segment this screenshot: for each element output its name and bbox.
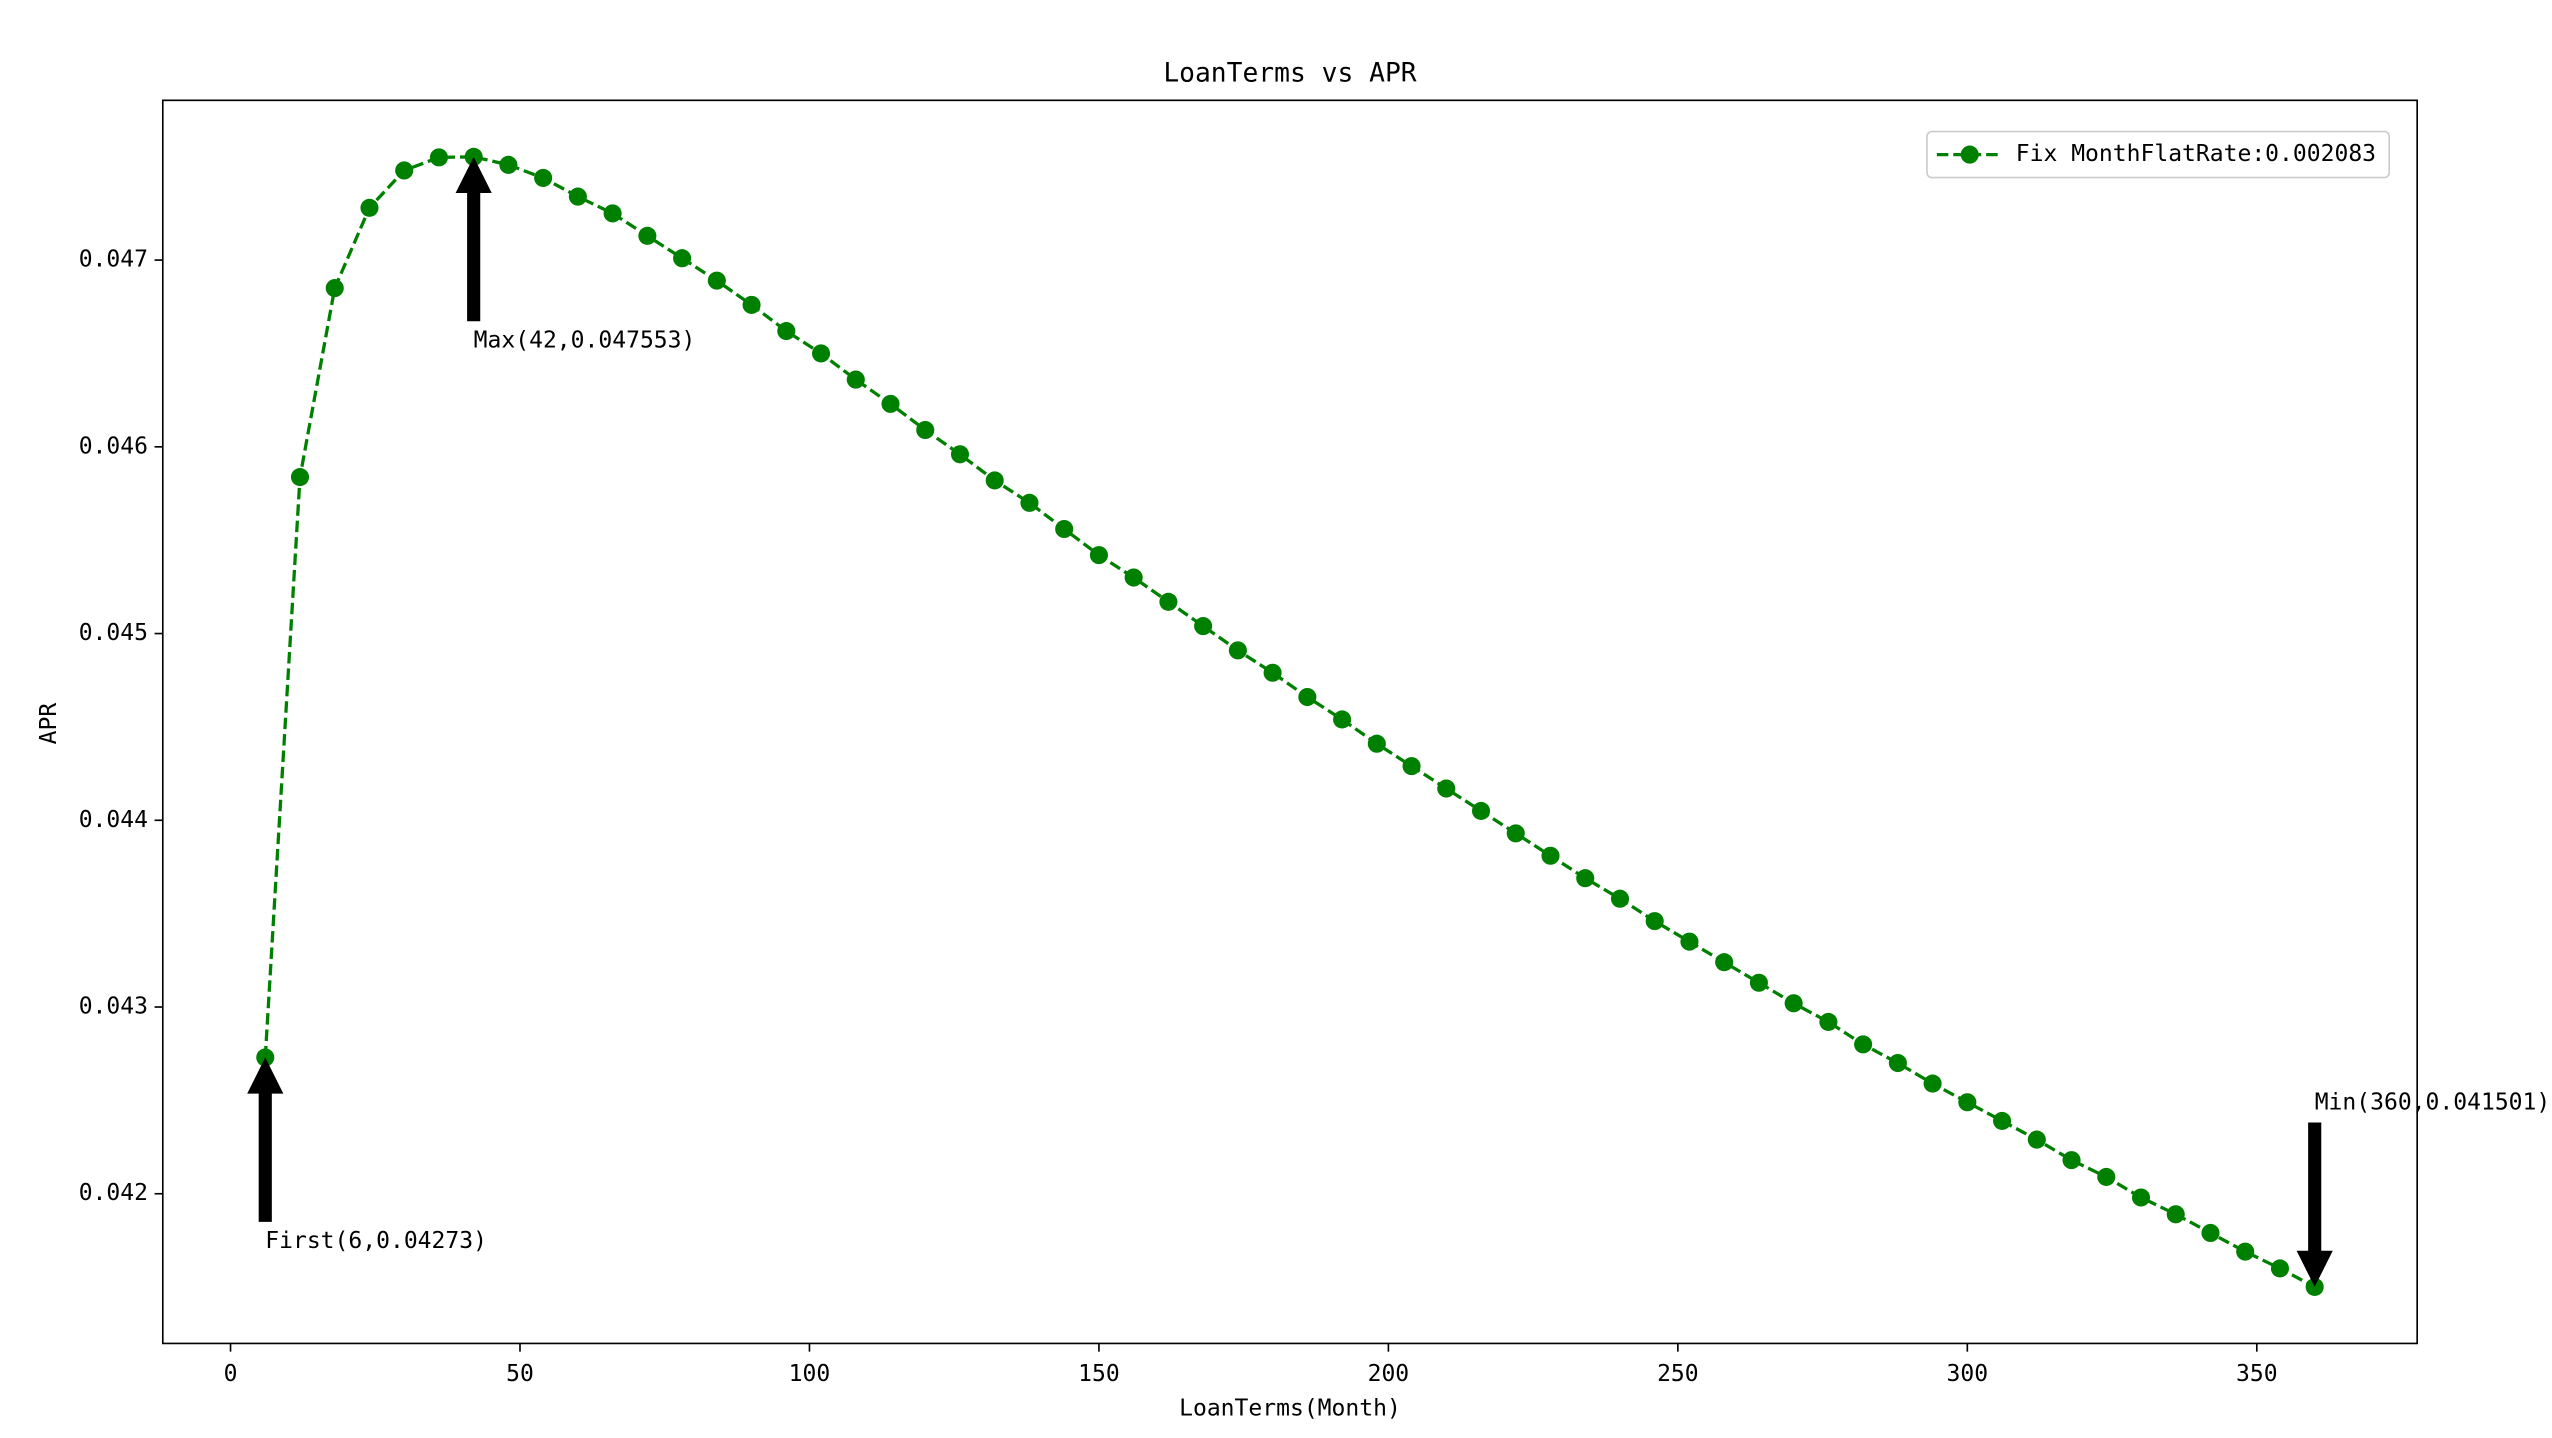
marker xyxy=(707,271,726,290)
marker xyxy=(2236,1242,2255,1261)
marker xyxy=(1437,779,1456,798)
marker xyxy=(2305,1277,2324,1296)
marker xyxy=(603,204,622,223)
y-tick-label: 0.044 xyxy=(79,807,148,833)
y-tick-label: 0.043 xyxy=(79,994,148,1020)
marker xyxy=(1610,889,1630,908)
marker xyxy=(429,148,448,167)
annotation-arrow xyxy=(2296,1122,2333,1287)
annotation-label: Max(42,0.047553) xyxy=(474,327,696,353)
marker xyxy=(1888,1053,1907,1073)
marker xyxy=(1993,1111,2012,1130)
marker xyxy=(985,471,1004,490)
marker xyxy=(916,420,935,440)
y-tick-label: 0.045 xyxy=(79,620,148,646)
y-tick-label: 0.046 xyxy=(79,433,148,459)
marker xyxy=(673,249,692,268)
x-tick-label: 150 xyxy=(1078,1361,1120,1387)
marker xyxy=(499,155,518,174)
marker xyxy=(1402,757,1421,776)
x-tick-label: 250 xyxy=(1657,1361,1699,1387)
x-tick-label: 0 xyxy=(224,1361,238,1387)
x-axis-label: LoanTerms(Month) xyxy=(1179,1396,1401,1422)
marker xyxy=(1159,592,1178,611)
marker xyxy=(1923,1074,1942,1093)
marker xyxy=(1749,973,1768,992)
marker xyxy=(777,322,796,341)
legend-box xyxy=(1926,130,2391,179)
marker xyxy=(325,279,344,298)
marker xyxy=(534,168,553,187)
marker xyxy=(1958,1093,1977,1112)
marker xyxy=(256,1048,275,1067)
marker xyxy=(395,161,414,180)
marker xyxy=(1124,568,1143,587)
marker xyxy=(846,370,865,389)
x-tick-label: 100 xyxy=(789,1361,831,1387)
marker xyxy=(1819,1012,1838,1031)
marker xyxy=(1471,801,1491,820)
marker xyxy=(1541,846,1560,865)
marker xyxy=(1263,663,1282,682)
marker xyxy=(1089,546,1108,565)
marker xyxy=(1055,519,1074,539)
annotation-label: First(6,0.04273) xyxy=(265,1228,487,1254)
annotation-arrow xyxy=(247,1057,284,1222)
marker xyxy=(950,445,970,464)
marker xyxy=(1576,869,1595,888)
marker xyxy=(881,394,900,413)
marker xyxy=(2131,1188,2151,1207)
marker xyxy=(1680,932,1699,951)
y-axis-label: APR xyxy=(36,703,62,745)
marker xyxy=(1854,1035,1873,1054)
marker xyxy=(1020,493,1039,512)
marker xyxy=(1506,824,1525,843)
marker xyxy=(2201,1223,2220,1243)
marker xyxy=(2097,1167,2116,1186)
legend-marker xyxy=(1960,145,1979,164)
x-tick-label: 300 xyxy=(1947,1361,1989,1387)
marker xyxy=(1715,953,1734,972)
marker xyxy=(1228,641,1247,660)
marker xyxy=(811,344,831,363)
marker xyxy=(568,187,587,206)
y-tick-label: 0.047 xyxy=(79,247,148,273)
y-tick-label: 0.042 xyxy=(79,1180,148,1206)
marker xyxy=(360,198,379,217)
marker xyxy=(742,295,761,314)
marker xyxy=(2270,1259,2290,1278)
marker xyxy=(1784,994,1803,1013)
x-tick-label: 200 xyxy=(1368,1361,1410,1387)
annotation-label: Min(360,0.041501) xyxy=(2315,1089,2551,1115)
plot-frame xyxy=(161,99,2418,1345)
x-tick-label: 350 xyxy=(2236,1361,2278,1387)
marker xyxy=(2062,1151,2081,1170)
x-tick-label: 50 xyxy=(506,1361,534,1387)
marker xyxy=(1194,617,1213,636)
marker xyxy=(1645,912,1664,931)
annotation-arrow xyxy=(455,156,492,322)
chart-title: LoanTerms vs APR xyxy=(1163,59,1416,89)
marker xyxy=(290,468,310,487)
marker xyxy=(638,226,657,245)
marker xyxy=(1367,734,1386,753)
marker xyxy=(1298,687,1317,707)
marker xyxy=(2027,1130,2046,1149)
legend-label: Fix MonthFlatRate:0.002083 xyxy=(2016,141,2376,167)
marker xyxy=(2166,1205,2185,1224)
marker xyxy=(1333,710,1352,729)
